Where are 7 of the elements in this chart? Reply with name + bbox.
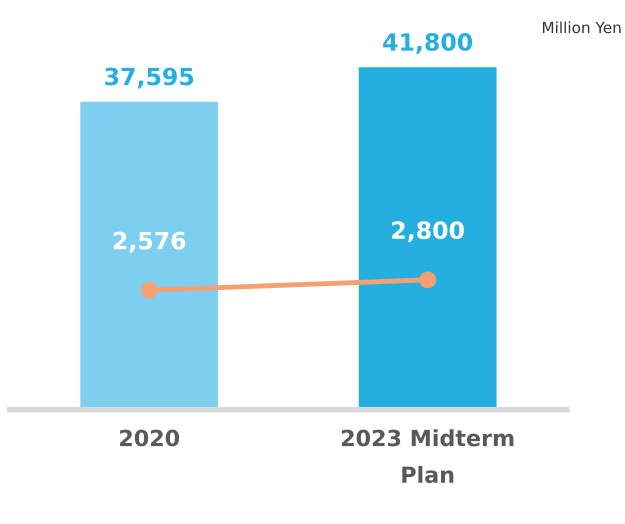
x-tick-label: 2023 Midterm Plan: [342, 429, 514, 484]
data-label: 37,595: [105, 68, 194, 88]
data-label: 2,576: [114, 232, 186, 253]
data-label: 41,800: [383, 33, 472, 54]
data-label: 2,800: [392, 221, 464, 242]
text: Million Yen: [542, 21, 621, 34]
x-tick-label: 2020: [120, 430, 180, 446]
